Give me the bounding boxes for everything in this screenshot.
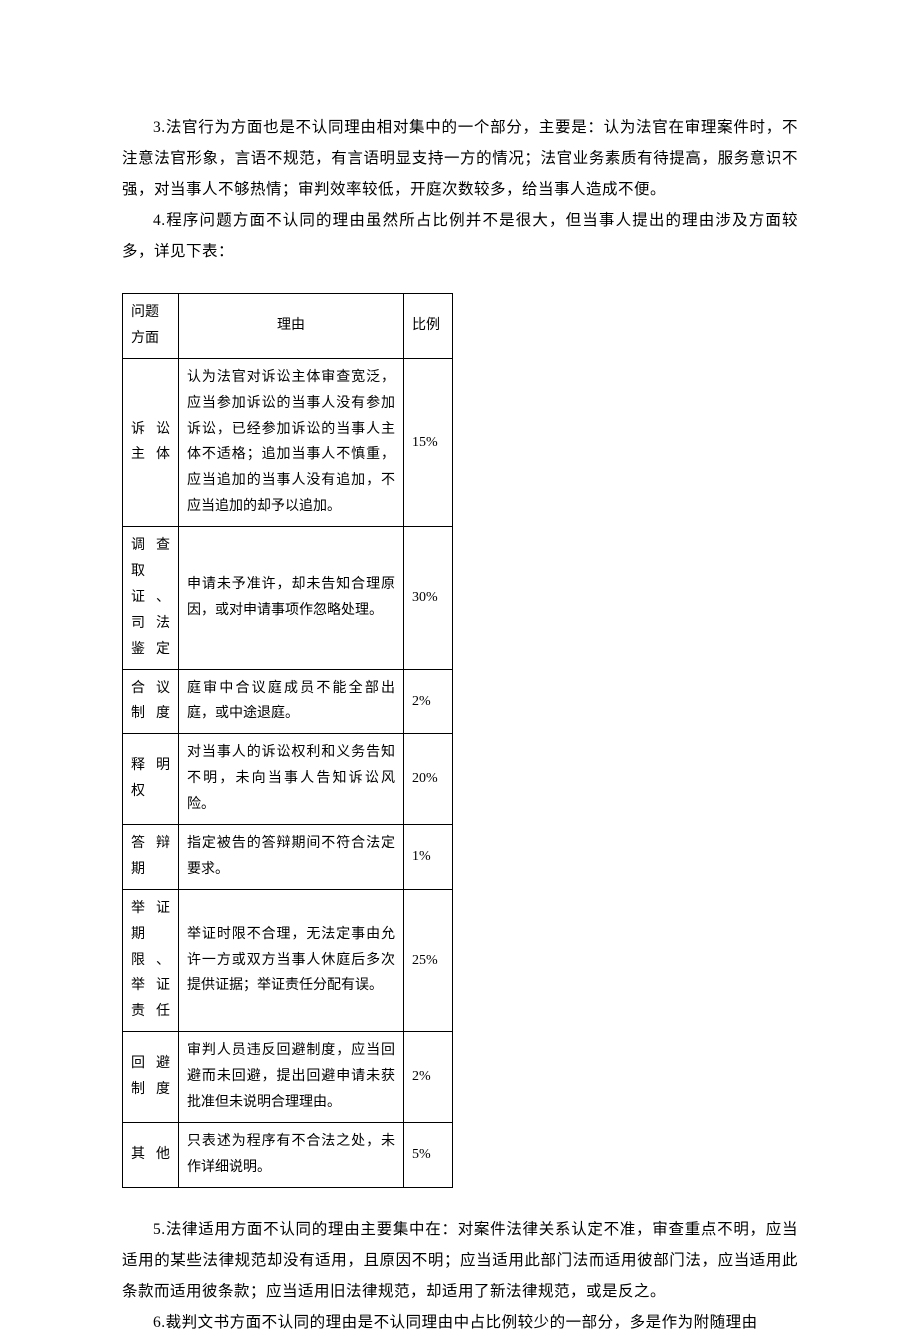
cell-pct: 2% (404, 1032, 453, 1123)
cell-reason: 对当事人的诉讼权利和义务告知不明，未向当事人告知诉讼风险。 (179, 734, 404, 825)
cell-aspect: 回避制度 (123, 1032, 179, 1123)
cell-reason: 庭审中合议庭成员不能全部出庭，或中途退庭。 (179, 669, 404, 734)
cell-pct: 1% (404, 825, 453, 890)
cell-pct: 15% (404, 358, 453, 526)
table-row: 其他 只表述为程序有不合法之处，未作详细说明。 5% (123, 1122, 453, 1187)
cell-pct: 20% (404, 734, 453, 825)
cell-aspect: 诉讼主体 (123, 358, 179, 526)
cell-reason: 只表述为程序有不合法之处，未作详细说明。 (179, 1122, 404, 1187)
cell-pct: 30% (404, 527, 453, 669)
header-aspect: 问题方面 (123, 294, 179, 359)
cell-aspect: 调查取证、司法鉴定 (123, 527, 179, 669)
table-row: 回避制度 审判人员违反回避制度，应当回避而未回避，提出回避申请未获批准但未说明合… (123, 1032, 453, 1123)
header-pct: 比例 (404, 294, 453, 359)
paragraph-4: 4.程序问题方面不认同的理由虽然所占比例并不是很大，但当事人提出的理由涉及方面较… (122, 205, 798, 267)
table-row: 答辩期 指定被告的答辩期间不符合法定要求。 1% (123, 825, 453, 890)
cell-aspect: 合议制度 (123, 669, 179, 734)
cell-pct: 25% (404, 889, 453, 1031)
cell-aspect: 答辩期 (123, 825, 179, 890)
paragraph-3: 3.法官行为方面也是不认同理由相对集中的一个部分，主要是：认为法官在审理案件时，… (122, 112, 798, 205)
cell-aspect: 举证期限、举证责任 (123, 889, 179, 1031)
table-row: 调查取证、司法鉴定 申请未予准许，却未告知合理原因，或对申请事项作忽略处理。 3… (123, 527, 453, 669)
cell-reason: 举证时限不合理，无法定事由允许一方或双方当事人休庭后多次提供证据；举证责任分配有… (179, 889, 404, 1031)
cell-aspect: 其他 (123, 1122, 179, 1187)
procedure-issues-table-wrap: 问题方面 理由 比例 诉讼主体 认为法官对诉讼主体审查宽泛，应当参加诉讼的当事人… (122, 293, 798, 1188)
cell-pct: 2% (404, 669, 453, 734)
cell-pct: 5% (404, 1122, 453, 1187)
cell-reason: 申请未予准许，却未告知合理原因，或对申请事项作忽略处理。 (179, 527, 404, 669)
paragraph-5: 5.法律适用方面不认同的理由主要集中在：对案件法律关系认定不准，审查重点不明，应… (122, 1214, 798, 1307)
procedure-issues-table: 问题方面 理由 比例 诉讼主体 认为法官对诉讼主体审查宽泛，应当参加诉讼的当事人… (122, 293, 453, 1188)
document-page: 3.法官行为方面也是不认同理由相对集中的一个部分，主要是：认为法官在审理案件时，… (0, 0, 920, 1338)
table-row: 诉讼主体 认为法官对诉讼主体审查宽泛，应当参加诉讼的当事人没有参加诉讼，已经参加… (123, 358, 453, 526)
cell-reason: 审判人员违反回避制度，应当回避而未回避，提出回避申请未获批准但未说明合理理由。 (179, 1032, 404, 1123)
cell-reason: 认为法官对诉讼主体审查宽泛，应当参加诉讼的当事人没有参加诉讼，已经参加诉讼的当事… (179, 358, 404, 526)
paragraph-6: 6.裁判文书方面不认同的理由是不认同理由中占比例较少的一部分，多是作为附随理由 (122, 1307, 798, 1338)
header-reason: 理由 (179, 294, 404, 359)
table-header-row: 问题方面 理由 比例 (123, 294, 453, 359)
table-row: 举证期限、举证责任 举证时限不合理，无法定事由允许一方或双方当事人休庭后多次提供… (123, 889, 453, 1031)
cell-aspect: 释明权 (123, 734, 179, 825)
cell-reason: 指定被告的答辩期间不符合法定要求。 (179, 825, 404, 890)
table-row: 合议制度 庭审中合议庭成员不能全部出庭，或中途退庭。 2% (123, 669, 453, 734)
table-row: 释明权 对当事人的诉讼权利和义务告知不明，未向当事人告知诉讼风险。 20% (123, 734, 453, 825)
